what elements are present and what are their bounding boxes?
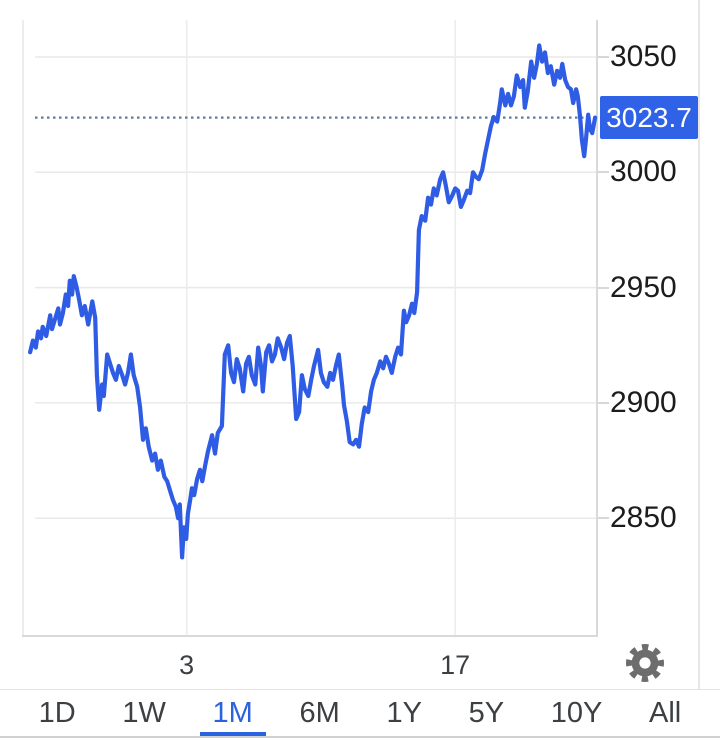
y-axis-label: 3000 <box>610 155 677 189</box>
tab-6m[interactable]: 6M <box>292 690 348 736</box>
tab-1m[interactable]: 1M <box>205 690 261 736</box>
y-axis-label: 2950 <box>610 270 677 304</box>
y-axis-label: 3050 <box>610 40 677 73</box>
tab-1w[interactable]: 1W <box>114 690 174 736</box>
y-axis-label: 2850 <box>610 501 677 535</box>
y-axis-tick <box>598 56 609 58</box>
settings-gear-icon[interactable] <box>626 644 664 682</box>
tab-10y[interactable]: 10Y <box>543 690 611 736</box>
price-line-chart[interactable] <box>22 20 598 637</box>
card-right-border <box>698 0 700 689</box>
y-axis-label: 2900 <box>610 385 677 419</box>
y-axis-tick <box>598 171 609 174</box>
range-tab-bar: 1D 1W 1M 6M 1Y 5Y 10Y All <box>0 689 720 738</box>
x-axis-label: 17 <box>440 650 471 680</box>
tab-1y[interactable]: 1Y <box>378 690 429 736</box>
y-axis-tick <box>598 401 609 404</box>
y-axis-tick <box>598 517 609 520</box>
current-price-badge: 3023.7 <box>600 96 698 140</box>
tab-all[interactable]: All <box>641 690 689 736</box>
tab-1d[interactable]: 1D <box>31 690 84 736</box>
current-price-value: 3023.7 <box>606 101 692 133</box>
y-axis-tick <box>598 286 609 289</box>
tab-5y[interactable]: 5Y <box>461 690 512 736</box>
price-chart-card: 3050 3000 2950 2900 2850 3023.7 3 17 <box>22 0 700 689</box>
x-axis-label: 3 <box>179 650 195 680</box>
